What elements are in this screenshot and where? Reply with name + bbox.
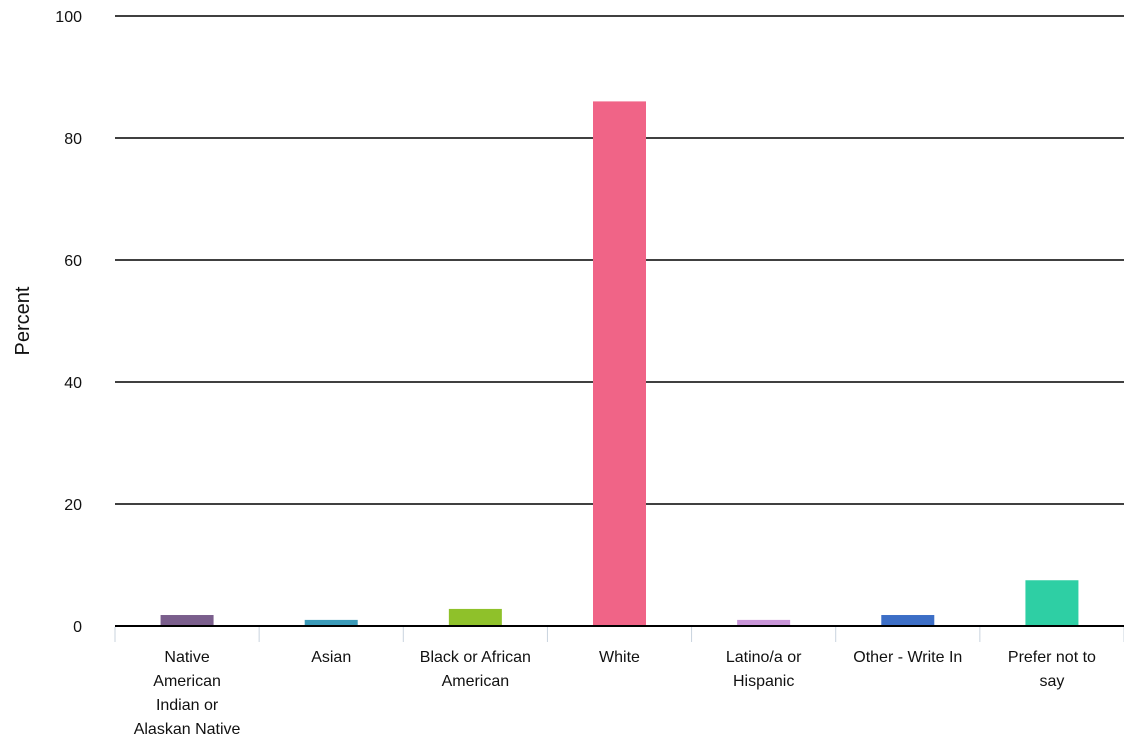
x-category-label-line: Prefer not to <box>1008 649 1096 666</box>
bar <box>160 615 214 626</box>
x-category-label: White <box>599 649 640 666</box>
x-category-label-line: White <box>599 649 640 666</box>
bars <box>160 101 1079 626</box>
x-category-label: Asian <box>311 649 351 666</box>
x-category-label-line: Hispanic <box>733 673 794 690</box>
y-tick-label: 0 <box>73 619 82 636</box>
x-category-label: Black or African American <box>420 649 531 690</box>
y-axis-title: Percent <box>12 286 34 355</box>
x-category-label: Latino/a or Hispanic <box>726 649 802 690</box>
x-category-label-line: American <box>442 673 510 690</box>
y-tick-labels: 0 20 40 60 80 100 <box>55 9 82 636</box>
x-category-label: Native American Indian or Alaskan Native <box>134 649 241 738</box>
y-tick-label: 60 <box>64 253 82 270</box>
y-tick-label: 100 <box>55 9 82 26</box>
y-tick-label: 80 <box>64 131 82 148</box>
x-category-label-line: Indian or <box>156 697 219 714</box>
x-category-labels: Native American Indian or Alaskan Native Asi… <box>134 649 1096 738</box>
bar <box>448 608 502 626</box>
bar <box>881 615 935 626</box>
y-tick-label: 20 <box>64 497 82 514</box>
bar <box>304 619 358 626</box>
x-category-label-line: American <box>153 673 221 690</box>
x-axis <box>114 625 1124 642</box>
x-category-label-line: Asian <box>311 649 351 666</box>
x-category-label-line: Latino/a or <box>726 649 802 666</box>
x-category-label: Other - Write In <box>853 649 962 666</box>
bar <box>593 101 646 626</box>
x-category-label-line: Other - Write In <box>853 649 962 666</box>
bar <box>1025 580 1079 626</box>
x-category-label: Prefer not to say <box>1008 649 1096 690</box>
y-tick-label: 40 <box>64 375 82 392</box>
x-category-label-line: Alaskan Native <box>134 721 241 738</box>
x-category-label-line: Native <box>164 649 209 666</box>
x-category-label-line: Black or African <box>420 649 531 666</box>
x-category-label-line: say <box>1039 673 1064 690</box>
bar <box>737 619 791 626</box>
